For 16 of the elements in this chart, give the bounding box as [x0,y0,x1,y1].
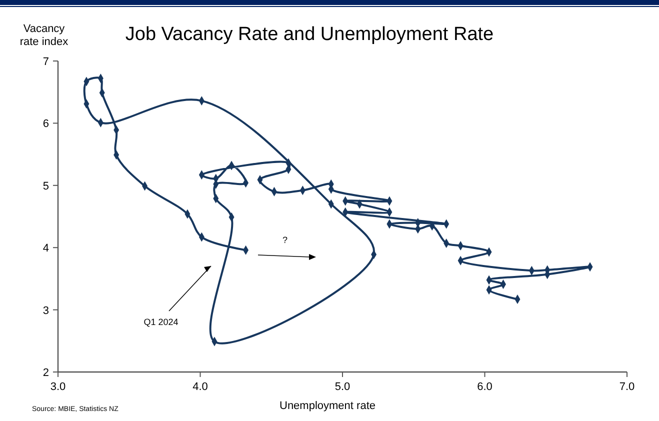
y-axis-title: Vacancy rate index [20,23,69,48]
x-tick-label: 7.0 [619,381,635,393]
y-tick-label: 7 [42,56,49,68]
y-tick-label: 2 [42,367,49,379]
y-tick-label: 5 [42,180,49,192]
x-tick-label: 3.0 [50,381,66,393]
chart-title: Job Vacancy Rate and Unemployment Rate [125,24,494,45]
x-tick-label: 4.0 [192,381,208,393]
y-tick-label: 6 [42,118,49,130]
y-tick-label: 4 [42,242,49,255]
annotation: ? [282,235,288,245]
y-tick-label: 3 [42,304,49,317]
annotation: Q1 2024 [144,317,178,327]
x-tick-label: 6.0 [477,381,492,393]
x-tick-label: 5.0 [334,381,350,393]
x-axis-title: Unemployment rate [280,400,376,412]
